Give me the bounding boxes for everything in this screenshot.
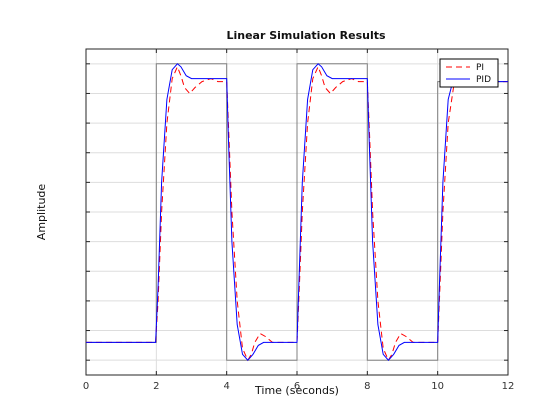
plot-area: 0 2 4 6 8 10 12 bbox=[83, 48, 515, 392]
x-tick-label: 10 bbox=[431, 381, 444, 392]
chart-title: Linear Simulation Results bbox=[226, 29, 386, 42]
x-tick-label: 8 bbox=[364, 381, 370, 392]
legend-box bbox=[439, 58, 499, 88]
x-tick-label: 6 bbox=[294, 381, 300, 392]
x-tick-label: 0 bbox=[83, 381, 89, 392]
series-line-pid bbox=[86, 63, 508, 361]
x-tick-label: 12 bbox=[502, 381, 515, 392]
x-tick-label: 4 bbox=[223, 381, 229, 392]
legend: PI PID bbox=[439, 58, 499, 88]
y-axis-label: Amplitude bbox=[35, 184, 48, 241]
x-axis-label: Time (seconds) bbox=[254, 384, 339, 397]
legend-label-pi: PI bbox=[476, 63, 484, 73]
legend-label-pid: PID bbox=[476, 75, 491, 85]
x-tick-label: 2 bbox=[153, 381, 159, 392]
input-signal-line bbox=[86, 63, 508, 361]
